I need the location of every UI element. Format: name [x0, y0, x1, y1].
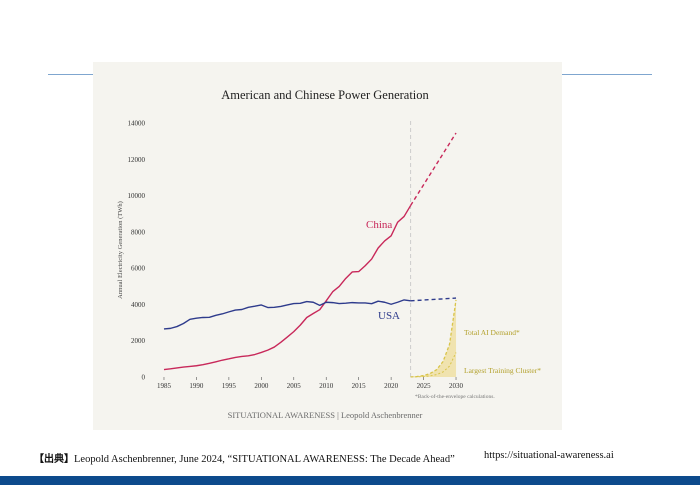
y-tick-label: 8000 — [131, 228, 146, 236]
source-citation: Leopold Aschenbrenner, June 2024, “SITUA… — [74, 454, 455, 465]
ai-demand-line — [410, 299, 457, 378]
header-rule-right — [562, 74, 652, 75]
power-generation-chart: 0 2000 4000 6000 8000 10000 12000 14000 1985 199… — [117, 88, 541, 420]
source-label: 【出典】 — [34, 454, 74, 465]
credit-line: SITUATIONAL AWARENESS | Leopold Aschenbr… — [228, 410, 423, 420]
usa-series-line — [163, 299, 411, 330]
x-tick-label: 2000 — [254, 382, 269, 390]
y-tick-label: 0 — [142, 374, 146, 382]
chart-title: American and Chinese Power Generation — [221, 88, 429, 102]
china-series-label: China — [366, 219, 392, 231]
source-url[interactable]: https://situational-awareness.ai — [484, 450, 614, 461]
footer-band — [0, 476, 700, 485]
x-tick-label: 2010 — [319, 382, 334, 390]
y-tick-label: 14000 — [128, 120, 146, 128]
training-cluster-line — [410, 352, 457, 378]
usa-projection-line — [410, 297, 457, 302]
header-rule-left — [48, 74, 94, 75]
total-ai-demand-label: Total AI Demand* — [464, 328, 520, 337]
y-tick-label: 6000 — [131, 265, 146, 273]
x-tick-label: 1985 — [157, 382, 172, 390]
ai-demand-area — [410, 299, 457, 377]
x-tick-label: 1995 — [222, 382, 237, 390]
footnote: *Back-of-the-envelope calculations. — [415, 393, 495, 400]
y-tick-label: 4000 — [131, 301, 146, 309]
x-tick-label: 2015 — [352, 382, 367, 390]
y-tick-label: 10000 — [128, 192, 146, 200]
usa-series-label: USA — [378, 310, 400, 322]
training-cluster-label: Largest Training Cluster* — [464, 366, 541, 375]
y-tick-label: 2000 — [131, 337, 146, 345]
china-projection-line — [409, 132, 457, 206]
x-tick-label: 1990 — [189, 382, 204, 390]
source-caption: 【出典】Leopold Aschenbrenner, June 2024, “S… — [34, 450, 674, 465]
chart-figure: 0 2000 4000 6000 8000 10000 12000 14000 1985 199… — [93, 62, 562, 430]
y-tick-label: 12000 — [128, 156, 146, 164]
x-tick-label: 2030 — [449, 382, 464, 390]
x-tick-label: 2025 — [417, 382, 432, 390]
x-tick-label: 2005 — [287, 382, 302, 390]
y-axis-label: Annual Electricity Generation (TWh) — [117, 201, 124, 299]
x-tick-label: 2020 — [384, 382, 399, 390]
china-series-line — [163, 205, 412, 371]
